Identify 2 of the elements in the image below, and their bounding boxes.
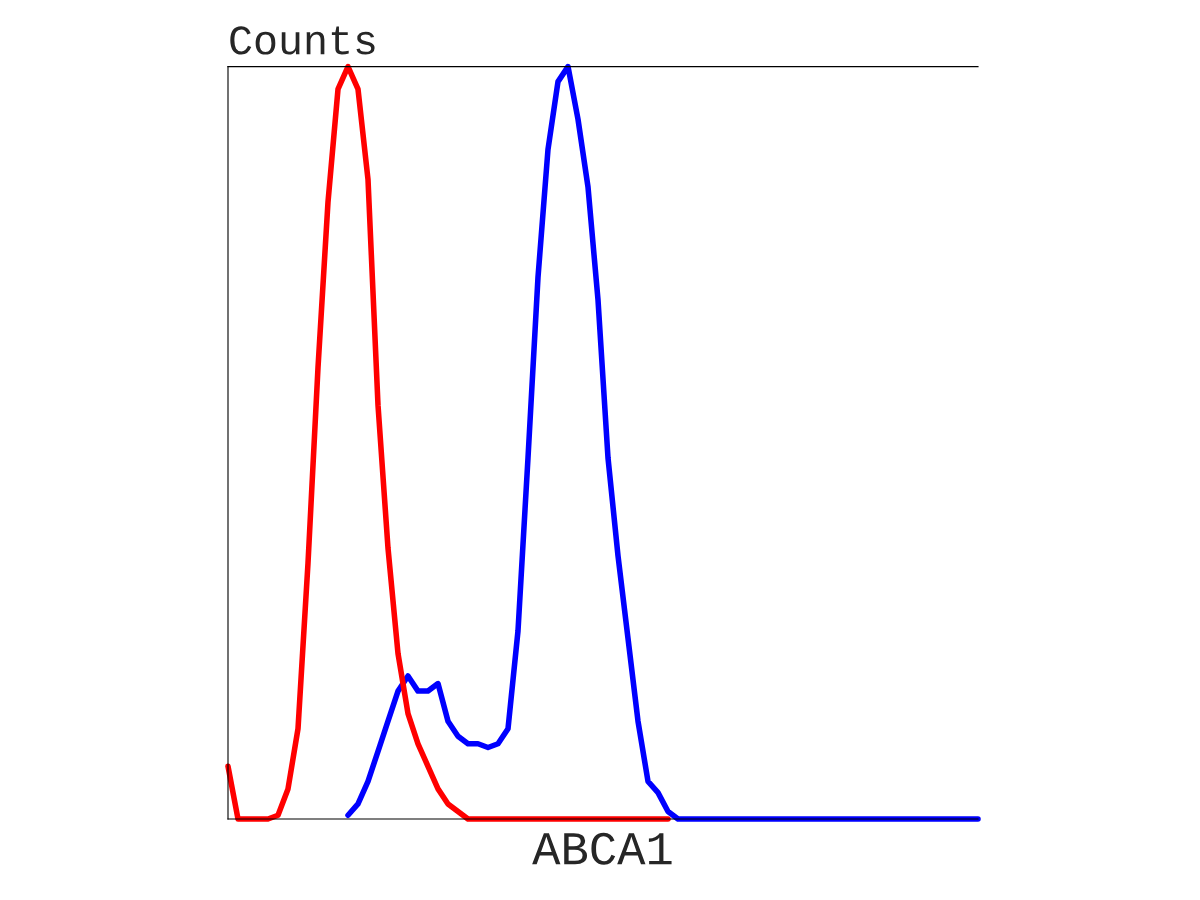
x-axis-title: ABCA1 — [532, 832, 672, 865]
y-axis-title: Counts — [230, 26, 375, 55]
